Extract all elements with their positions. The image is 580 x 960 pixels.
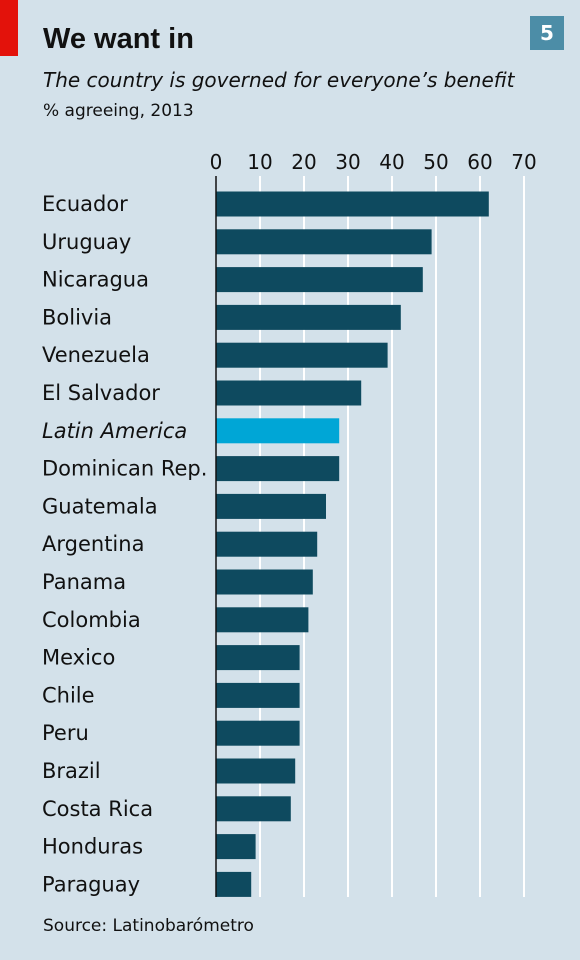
bar-panama (216, 569, 313, 595)
bar-honduras (216, 834, 256, 860)
category-label-el-salvador: El Salvador (42, 381, 160, 405)
bar-nicaragua (216, 267, 423, 293)
red-corner-tab (0, 0, 18, 56)
bar-colombia (216, 607, 309, 633)
bar-paraguay (216, 871, 252, 897)
bar-bolivia (216, 304, 401, 330)
category-label-peru: Peru (42, 721, 89, 745)
chart-title: We want in (43, 23, 194, 55)
x-tick-label-30: 30 (335, 150, 360, 174)
bar-latin-america (216, 418, 340, 444)
category-label-nicaragua: Nicaragua (42, 268, 149, 292)
bar-mexico (216, 645, 300, 671)
category-label-uruguay: Uruguay (42, 230, 131, 254)
bar-uruguay (216, 229, 432, 255)
x-axis-tick-labels: 0 10 20 30 40 50 60 70 (210, 150, 537, 174)
x-tick-label-50: 50 (423, 150, 448, 174)
bar-venezuela (216, 342, 388, 368)
x-tick-label-40: 40 (379, 150, 404, 174)
bar-ecuador (216, 191, 489, 217)
category-label-costa-rica: Costa Rica (42, 797, 153, 821)
chart-number-badge: 5 (530, 16, 564, 50)
bar-peru (216, 720, 300, 746)
source-note: Source: Latinobarómetro (43, 916, 254, 936)
bar-costa-rica (216, 796, 291, 822)
category-label-mexico: Mexico (42, 646, 115, 670)
category-label-argentina: Argentina (42, 532, 144, 556)
category-label-honduras: Honduras (42, 835, 143, 859)
bar-el-salvador (216, 380, 362, 406)
bar-argentina (216, 531, 318, 557)
bar-brazil (216, 758, 296, 784)
category-label-dominican-rep: Dominican Rep. (42, 457, 207, 481)
category-label-panama: Panama (42, 570, 126, 594)
category-labels: Ecuador Uruguay Nicaragua Bolivia Venezuela E… (42, 192, 207, 896)
bar-chile (216, 682, 300, 708)
x-tick-label-60: 60 (467, 150, 492, 174)
bar-guatemala (216, 493, 326, 519)
category-label-guatemala: Guatemala (42, 494, 158, 518)
category-label-latin-america: Latin America (42, 419, 187, 443)
x-tick-label-70: 70 (511, 150, 536, 174)
x-tick-label-0: 0 (210, 150, 223, 174)
bar-dominican-rep (216, 456, 340, 482)
category-label-chile: Chile (42, 683, 95, 707)
category-label-brazil: Brazil (42, 759, 101, 783)
category-label-venezuela: Venezuela (42, 343, 150, 367)
chart-subtitle: The country is governed for everyone’s b… (43, 68, 515, 92)
chart-unit-note: % agreeing, 2013 (43, 101, 194, 121)
category-label-colombia: Colombia (42, 608, 141, 632)
x-tick-label-20: 20 (291, 150, 316, 174)
category-label-ecuador: Ecuador (42, 192, 128, 216)
bars (216, 191, 489, 897)
x-tick-label-10: 10 (247, 150, 272, 174)
category-label-bolivia: Bolivia (42, 305, 112, 329)
category-label-paraguay: Paraguay (42, 872, 140, 896)
